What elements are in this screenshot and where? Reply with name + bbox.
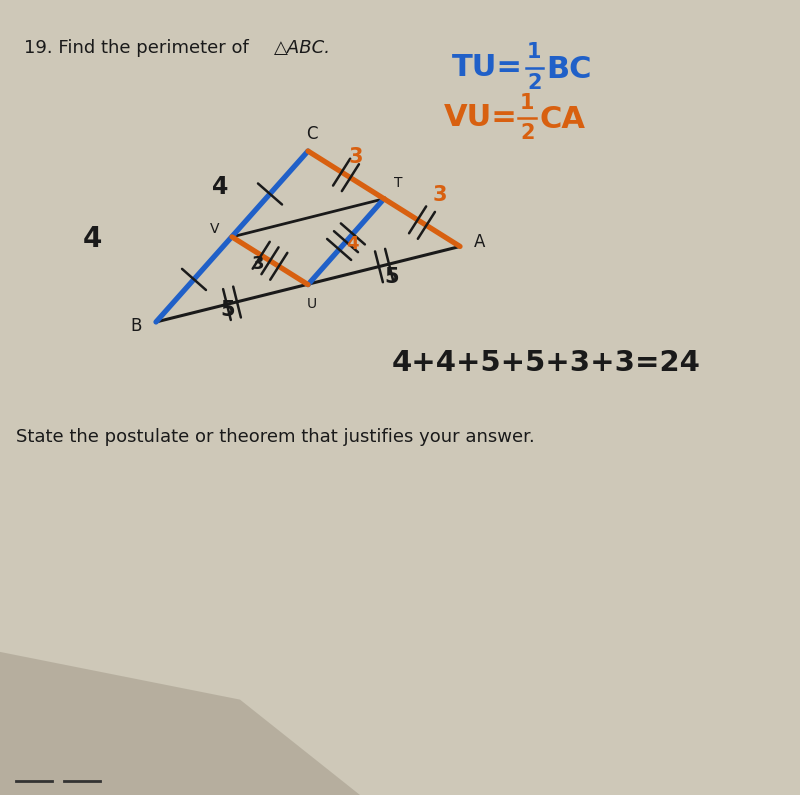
Text: 4+4+5+5+3+3=24: 4+4+5+5+3+3=24 bbox=[392, 349, 701, 378]
Text: CA: CA bbox=[539, 105, 586, 134]
Text: V: V bbox=[210, 222, 219, 236]
Text: B: B bbox=[130, 317, 142, 335]
Text: 5: 5 bbox=[221, 300, 235, 320]
Text: 2: 2 bbox=[527, 72, 542, 93]
Text: 1: 1 bbox=[520, 92, 534, 113]
Text: 3: 3 bbox=[251, 255, 264, 273]
Text: U: U bbox=[307, 297, 317, 312]
Text: 4: 4 bbox=[212, 175, 228, 199]
Text: VU=: VU= bbox=[444, 103, 518, 132]
Polygon shape bbox=[0, 652, 360, 795]
Text: C: C bbox=[306, 125, 318, 142]
Text: A: A bbox=[474, 234, 486, 251]
Text: 3: 3 bbox=[349, 146, 363, 167]
Text: 4: 4 bbox=[82, 224, 102, 253]
Text: State the postulate or theorem that justifies your answer.: State the postulate or theorem that just… bbox=[16, 429, 534, 446]
Text: 4: 4 bbox=[346, 235, 358, 253]
Text: BC: BC bbox=[546, 55, 592, 83]
Text: 19. Find the perimeter of: 19. Find the perimeter of bbox=[24, 39, 254, 56]
Text: 1: 1 bbox=[527, 42, 542, 63]
Text: 3: 3 bbox=[433, 184, 447, 205]
Text: △ABC.: △ABC. bbox=[274, 39, 330, 56]
Text: TU=: TU= bbox=[452, 53, 523, 82]
Text: T: T bbox=[394, 176, 402, 190]
Text: 2: 2 bbox=[520, 122, 534, 143]
Text: 5: 5 bbox=[385, 266, 399, 287]
